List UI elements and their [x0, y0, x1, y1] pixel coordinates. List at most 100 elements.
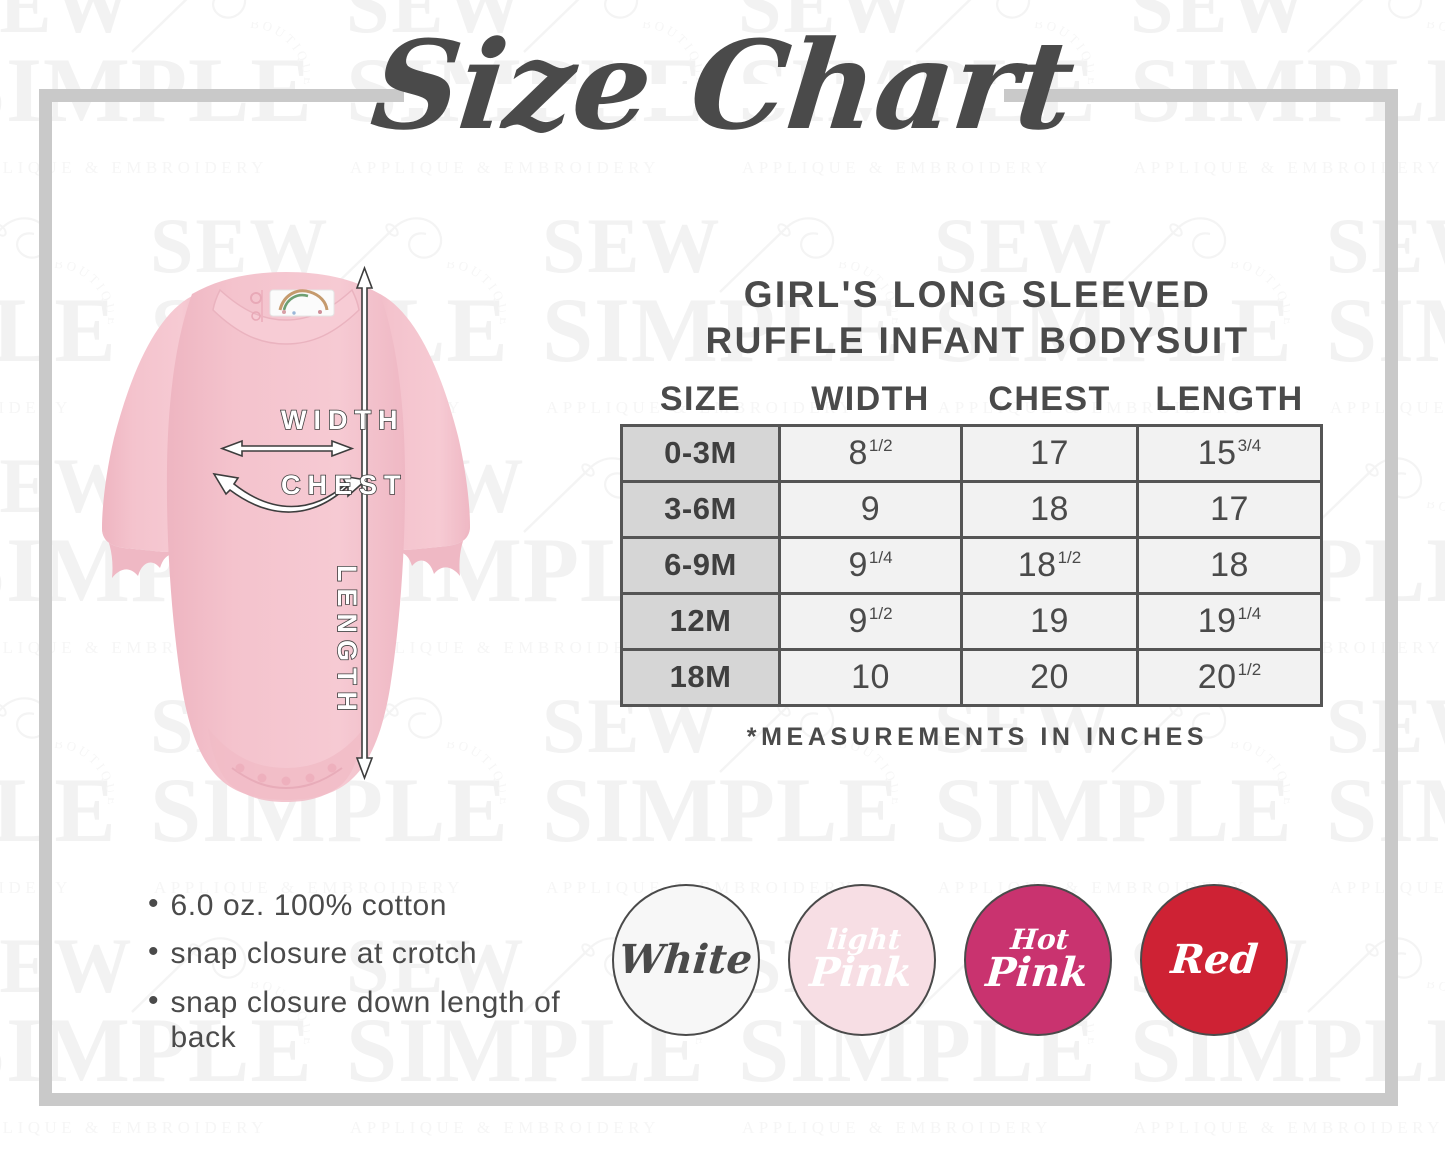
cell-width: 81/2: [778, 423, 963, 483]
color-swatch-label-main: White: [617, 935, 755, 983]
watermark-tagline: APPLIQUE & EMBROIDERY: [350, 1118, 660, 1137]
svg-text:BOUTIQUE: BOUTIQUE: [838, 742, 898, 808]
measurement-value: 153/4: [1197, 433, 1262, 472]
watermark-boutique-arc: BOUTIQUE: [1416, 976, 1445, 1102]
table-row: 12M 91/2 19 191/4: [620, 591, 1323, 651]
measurements-note: *MEASUREMENTS IN INCHES: [746, 722, 1209, 751]
table-row: 0-3M 81/2 17 153/4: [620, 423, 1323, 483]
svg-text:BOUTIQUE: BOUTIQUE: [1426, 502, 1445, 568]
color-swatch-label: Red: [1169, 936, 1260, 983]
measurement-value: 81/2: [848, 433, 893, 472]
color-swatch-label: White: [617, 936, 754, 983]
feature-text: 6.0 oz. 100% cotton: [170, 889, 448, 922]
watermark-sew: SEW: [934, 202, 1114, 289]
watermark-tagline: APPLIQUE & EMBROIDERY: [0, 158, 268, 177]
color-swatch-label: Hot Pink: [984, 923, 1092, 996]
cell-width: 9: [778, 479, 963, 539]
column-header-chest: CHEST: [988, 379, 1111, 418]
color-swatch-hot-pink[interactable]: Hot Pink: [964, 884, 1112, 1036]
color-swatch-label-main: Red: [1168, 935, 1260, 983]
cell-chest: 18: [960, 479, 1139, 539]
column-header-width: WIDTH: [811, 379, 930, 418]
list-item: • snap closure at crotch: [148, 936, 568, 971]
color-swatches: White light Pink Hot Pink Red: [612, 884, 1372, 1040]
watermark-sew: SEW: [1326, 202, 1445, 289]
table-row: 18M 10 20 201/2: [620, 647, 1323, 707]
feature-text: snap closure at crotch: [170, 937, 478, 971]
watermark-tagline: APPLIQUE & EMBROIDERY: [1330, 398, 1445, 417]
watermark-tagline: APPLIQUE & EMBROIDERY: [1134, 158, 1444, 177]
watermark-boutique-arc: BOUTIQUE: [1220, 736, 1293, 862]
watermark-boutique-arc: BOUTIQUE: [828, 736, 901, 862]
measurement-value: 9: [860, 489, 881, 528]
bullet-icon: •: [148, 887, 159, 920]
color-swatch-red[interactable]: Red: [1140, 884, 1288, 1036]
watermark-needle-icon: [0, 208, 70, 298]
watermark-tagline: APPLIQUE & EMBROIDERY: [350, 158, 660, 177]
svg-text:BOUTIQUE: BOUTIQUE: [1230, 742, 1290, 808]
size-chart-panel: GIRL'S LONG SLEEVED RUFFLE INFANT BODYSU…: [620, 272, 1335, 752]
measurement-value: 91/2: [848, 601, 893, 640]
cell-length: 153/4: [1136, 423, 1323, 483]
table-header-row: SIZE WIDTH CHEST LENGTH: [622, 380, 1322, 426]
cell-length: 18: [1136, 535, 1323, 595]
cell-size: 0-3M: [620, 423, 781, 483]
cell-size: 6-9M: [620, 535, 781, 595]
cell-length: 17: [1136, 479, 1323, 539]
color-swatch-label: light Pink: [808, 923, 916, 996]
cell-chest: 17: [960, 423, 1139, 483]
color-swatch-white[interactable]: White: [612, 884, 760, 1036]
measurement-fraction: 3/4: [1237, 436, 1262, 456]
measurement-value: 18: [1210, 545, 1249, 584]
watermark-simple: SIMPLE: [1326, 279, 1445, 381]
watermark-tagline: APPLIQUE & EMBROIDERY: [742, 1118, 1052, 1137]
watermark-tagline: APPLIQUE & EMBROIDERY: [742, 158, 1052, 177]
cell-chest: 19: [960, 591, 1139, 651]
measurement-fraction: 1/2: [868, 436, 893, 456]
cell-size: 3-6M: [620, 479, 781, 539]
cell-width: 91/2: [778, 591, 963, 651]
column-header-size: SIZE: [659, 379, 742, 418]
cell-width: 91/4: [778, 535, 963, 595]
product-title: GIRL'S LONG SLEEVED RUFFLE INFANT BODYSU…: [620, 272, 1335, 364]
page-title-text: Size Chart: [365, 13, 1080, 157]
cell-width: 10: [778, 647, 963, 707]
measurement-value: 19: [1030, 601, 1069, 640]
size-table: SIZE WIDTH CHEST LENGTH 0-3M 81/2 17 153/4 3…: [620, 380, 1323, 707]
table-row: 6-9M 91/4 181/2 18: [620, 535, 1323, 595]
cell-length: 201/2: [1136, 647, 1323, 707]
measurement-value: 20: [1030, 657, 1069, 696]
cell-length: 191/4: [1136, 591, 1323, 651]
watermark-sew: SEW: [542, 202, 722, 289]
measurement-fraction: 1/2: [1057, 548, 1082, 568]
measurement-value: 201/2: [1197, 657, 1262, 696]
watermark-simple: SIMPLE: [542, 759, 901, 861]
bullet-icon: •: [148, 983, 159, 1017]
column-header-length: LENGTH: [1155, 379, 1304, 418]
watermark-sew: SEW: [1326, 682, 1445, 769]
product-title-line-2: RUFFLE INFANT BODYSUIT: [705, 319, 1250, 361]
svg-text:BOUTIQUE: BOUTIQUE: [1426, 982, 1445, 1048]
watermark-simple: SIMPLE: [934, 759, 1293, 861]
cell-size: 18M: [620, 647, 781, 707]
width-measurement-label: WIDTH: [280, 404, 405, 436]
length-measurement-label: LENGTH: [331, 564, 363, 719]
watermark-tagline: APPLIQUE & EMBROIDERY: [0, 878, 72, 897]
list-item: • snap closure down length of back: [148, 985, 568, 1056]
measurement-value: 91/4: [848, 545, 893, 584]
measurement-value: 18: [1030, 489, 1069, 528]
watermark-simple: SIMPLE: [1326, 759, 1445, 861]
watermark-tagline: APPLIQUE & EMBROIDERY: [0, 398, 72, 417]
watermark-sew: SEW: [0, 922, 134, 1009]
watermark-needle-icon: [0, 688, 70, 778]
color-swatch-light-pink[interactable]: light Pink: [788, 884, 936, 1036]
measurement-value: 181/2: [1017, 545, 1082, 584]
features-list: • 6.0 oz. 100% cotton • snap closure at cro…: [148, 888, 568, 1069]
bullet-icon: •: [148, 935, 159, 969]
product-title-line-1: GIRL'S LONG SLEEVED: [743, 274, 1212, 315]
chest-measurement-label: CHEST: [280, 469, 408, 501]
measurement-value: 191/4: [1197, 601, 1262, 640]
color-swatch-label-main: Pink: [807, 949, 914, 997]
list-item: • 6.0 oz. 100% cotton: [148, 888, 568, 923]
measurement-fraction: 1/2: [1237, 660, 1262, 680]
